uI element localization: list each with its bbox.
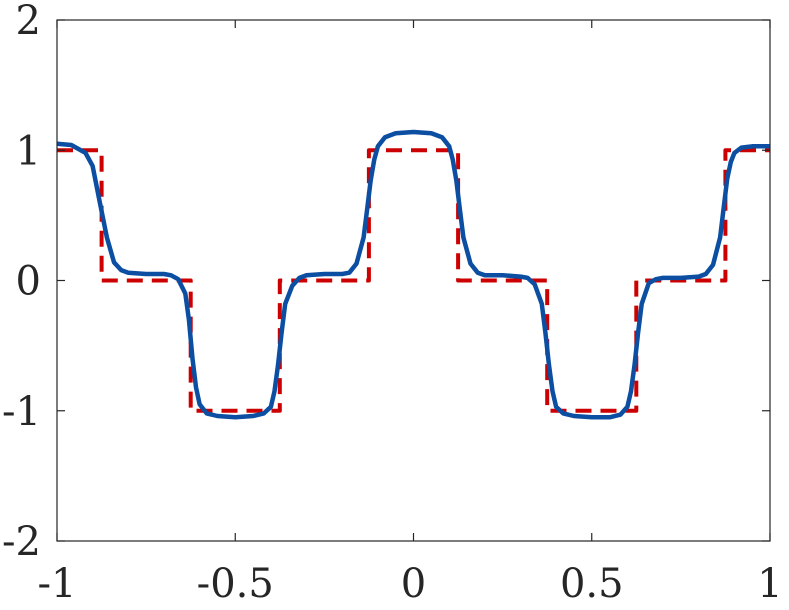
x-tick-label: 1 [757, 561, 782, 607]
plot-area [56, 129, 770, 420]
series-line-dashed-red [57, 148, 770, 413]
axis-ticks [56, 19, 771, 542]
y-tick-label: -2 [2, 519, 41, 565]
x-tick-label: 0.5 [560, 561, 624, 607]
y-tick-label: -1 [2, 389, 41, 435]
y-tick-label: 1 [16, 128, 41, 174]
y-tick-label: 2 [16, 0, 41, 44]
series-line-solid-blue [56, 129, 770, 420]
x-tick-label: -0.5 [197, 561, 274, 607]
y-tick-label: 0 [16, 259, 41, 305]
x-tick-label: 0 [401, 561, 426, 607]
x-tick-label: -1 [38, 561, 77, 607]
